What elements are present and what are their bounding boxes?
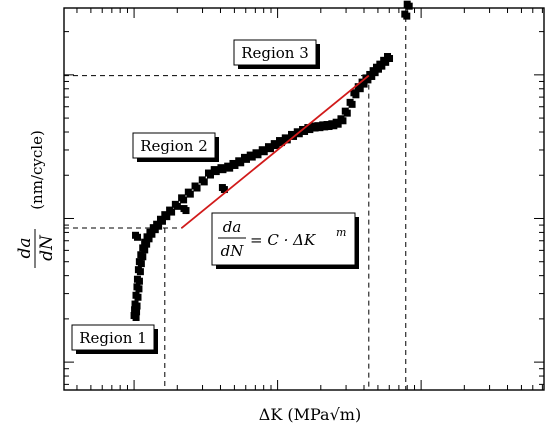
data-point-shadow <box>283 136 291 144</box>
data-point-shadow <box>343 109 351 117</box>
data-point-shadow <box>219 166 227 174</box>
data-point-shadow <box>200 178 208 186</box>
data-point-shadow <box>382 58 390 66</box>
x-axis-label: ΔK (MPa√m) <box>259 405 361 424</box>
data-point-shadow <box>136 268 144 276</box>
data-point-shadow <box>266 145 274 153</box>
data-point-shadow <box>206 171 214 179</box>
data-point-shadow <box>403 12 411 20</box>
region-3-text: Region 3 <box>241 44 309 62</box>
data-point-shadow <box>220 186 228 194</box>
data-point-shadow <box>155 222 163 230</box>
data-point-shadow <box>330 122 338 130</box>
data-point-shadow <box>148 230 156 238</box>
data-point-shadow <box>260 148 268 156</box>
data-point-shadow <box>135 285 143 293</box>
data-point-shadow <box>231 161 239 169</box>
region-2-label: Region 2 <box>132 132 216 159</box>
data-point-shadow <box>133 302 141 310</box>
region-3-label: Region 3 <box>233 39 317 66</box>
data-point-shadow <box>348 100 356 108</box>
data-point-shadow <box>186 190 194 198</box>
y-axis-fraction-denominator: dN <box>37 234 57 261</box>
equation-exponent: m <box>336 226 346 239</box>
data-point-shadow <box>182 207 190 215</box>
y-axis-label: da dN (nm/cycle) <box>15 130 57 268</box>
data-point-shadow <box>141 246 149 254</box>
data-point-shadow <box>405 2 413 10</box>
y-axis-unit: (nm/cycle) <box>28 130 46 210</box>
data-point-shadow <box>173 202 181 210</box>
region-2-text: Region 2 <box>140 137 208 155</box>
region-1-text: Region 1 <box>79 329 147 347</box>
data-point-shadow <box>278 139 286 147</box>
paris-law-fit-line <box>181 74 370 229</box>
equation-denominator: dN <box>221 242 245 260</box>
data-point-shadow <box>356 85 364 93</box>
data-point-shadow <box>378 62 386 70</box>
data-point-shadow <box>137 260 145 268</box>
data-point-shadow <box>139 253 147 261</box>
y-axis-fraction-numerator: da <box>15 237 35 258</box>
data-point-shadow <box>212 168 220 176</box>
plot-frame <box>63 7 545 391</box>
data-point-shadow <box>334 120 342 128</box>
data-point-shadow <box>163 213 171 221</box>
equation-rhs: = C · ΔK <box>250 231 316 249</box>
data-point-shadow <box>134 233 142 241</box>
data-point-shadow <box>145 235 153 243</box>
data-point-shadow <box>254 151 262 159</box>
data-point-shadow <box>272 142 280 150</box>
data-point-shadow <box>242 155 250 163</box>
data-point-shadow <box>143 240 151 248</box>
axis-ticks <box>64 8 544 390</box>
data-point-shadow <box>135 277 143 285</box>
data-point-shadow <box>180 196 188 204</box>
data-point-shadow <box>364 76 372 84</box>
data-point-shadow <box>226 164 234 172</box>
data-point-shadow <box>368 72 376 80</box>
data-point-shadow <box>158 217 166 225</box>
data-point-shadow <box>248 153 256 161</box>
data-point-shadow <box>301 127 309 135</box>
data-point-shadow <box>386 55 394 63</box>
data-point-shadow <box>237 159 245 167</box>
data-point-shadow <box>295 130 303 138</box>
data-point-shadow <box>168 208 176 216</box>
data-point-shadow <box>360 80 368 88</box>
region-1-label: Region 1 <box>71 324 155 351</box>
data-point-shadow <box>306 126 314 134</box>
data-point-shadow <box>133 308 141 316</box>
threshold-lines <box>64 8 407 390</box>
data-point-shadow <box>193 184 201 192</box>
data-point-shadow <box>339 117 347 125</box>
data-point-shadow <box>352 91 360 99</box>
paris-law-equation: da dN = C · ΔK m <box>211 212 356 266</box>
data-point-shadow <box>134 293 142 301</box>
equation-numerator: da <box>223 218 242 236</box>
data-point-shadow <box>132 314 140 322</box>
